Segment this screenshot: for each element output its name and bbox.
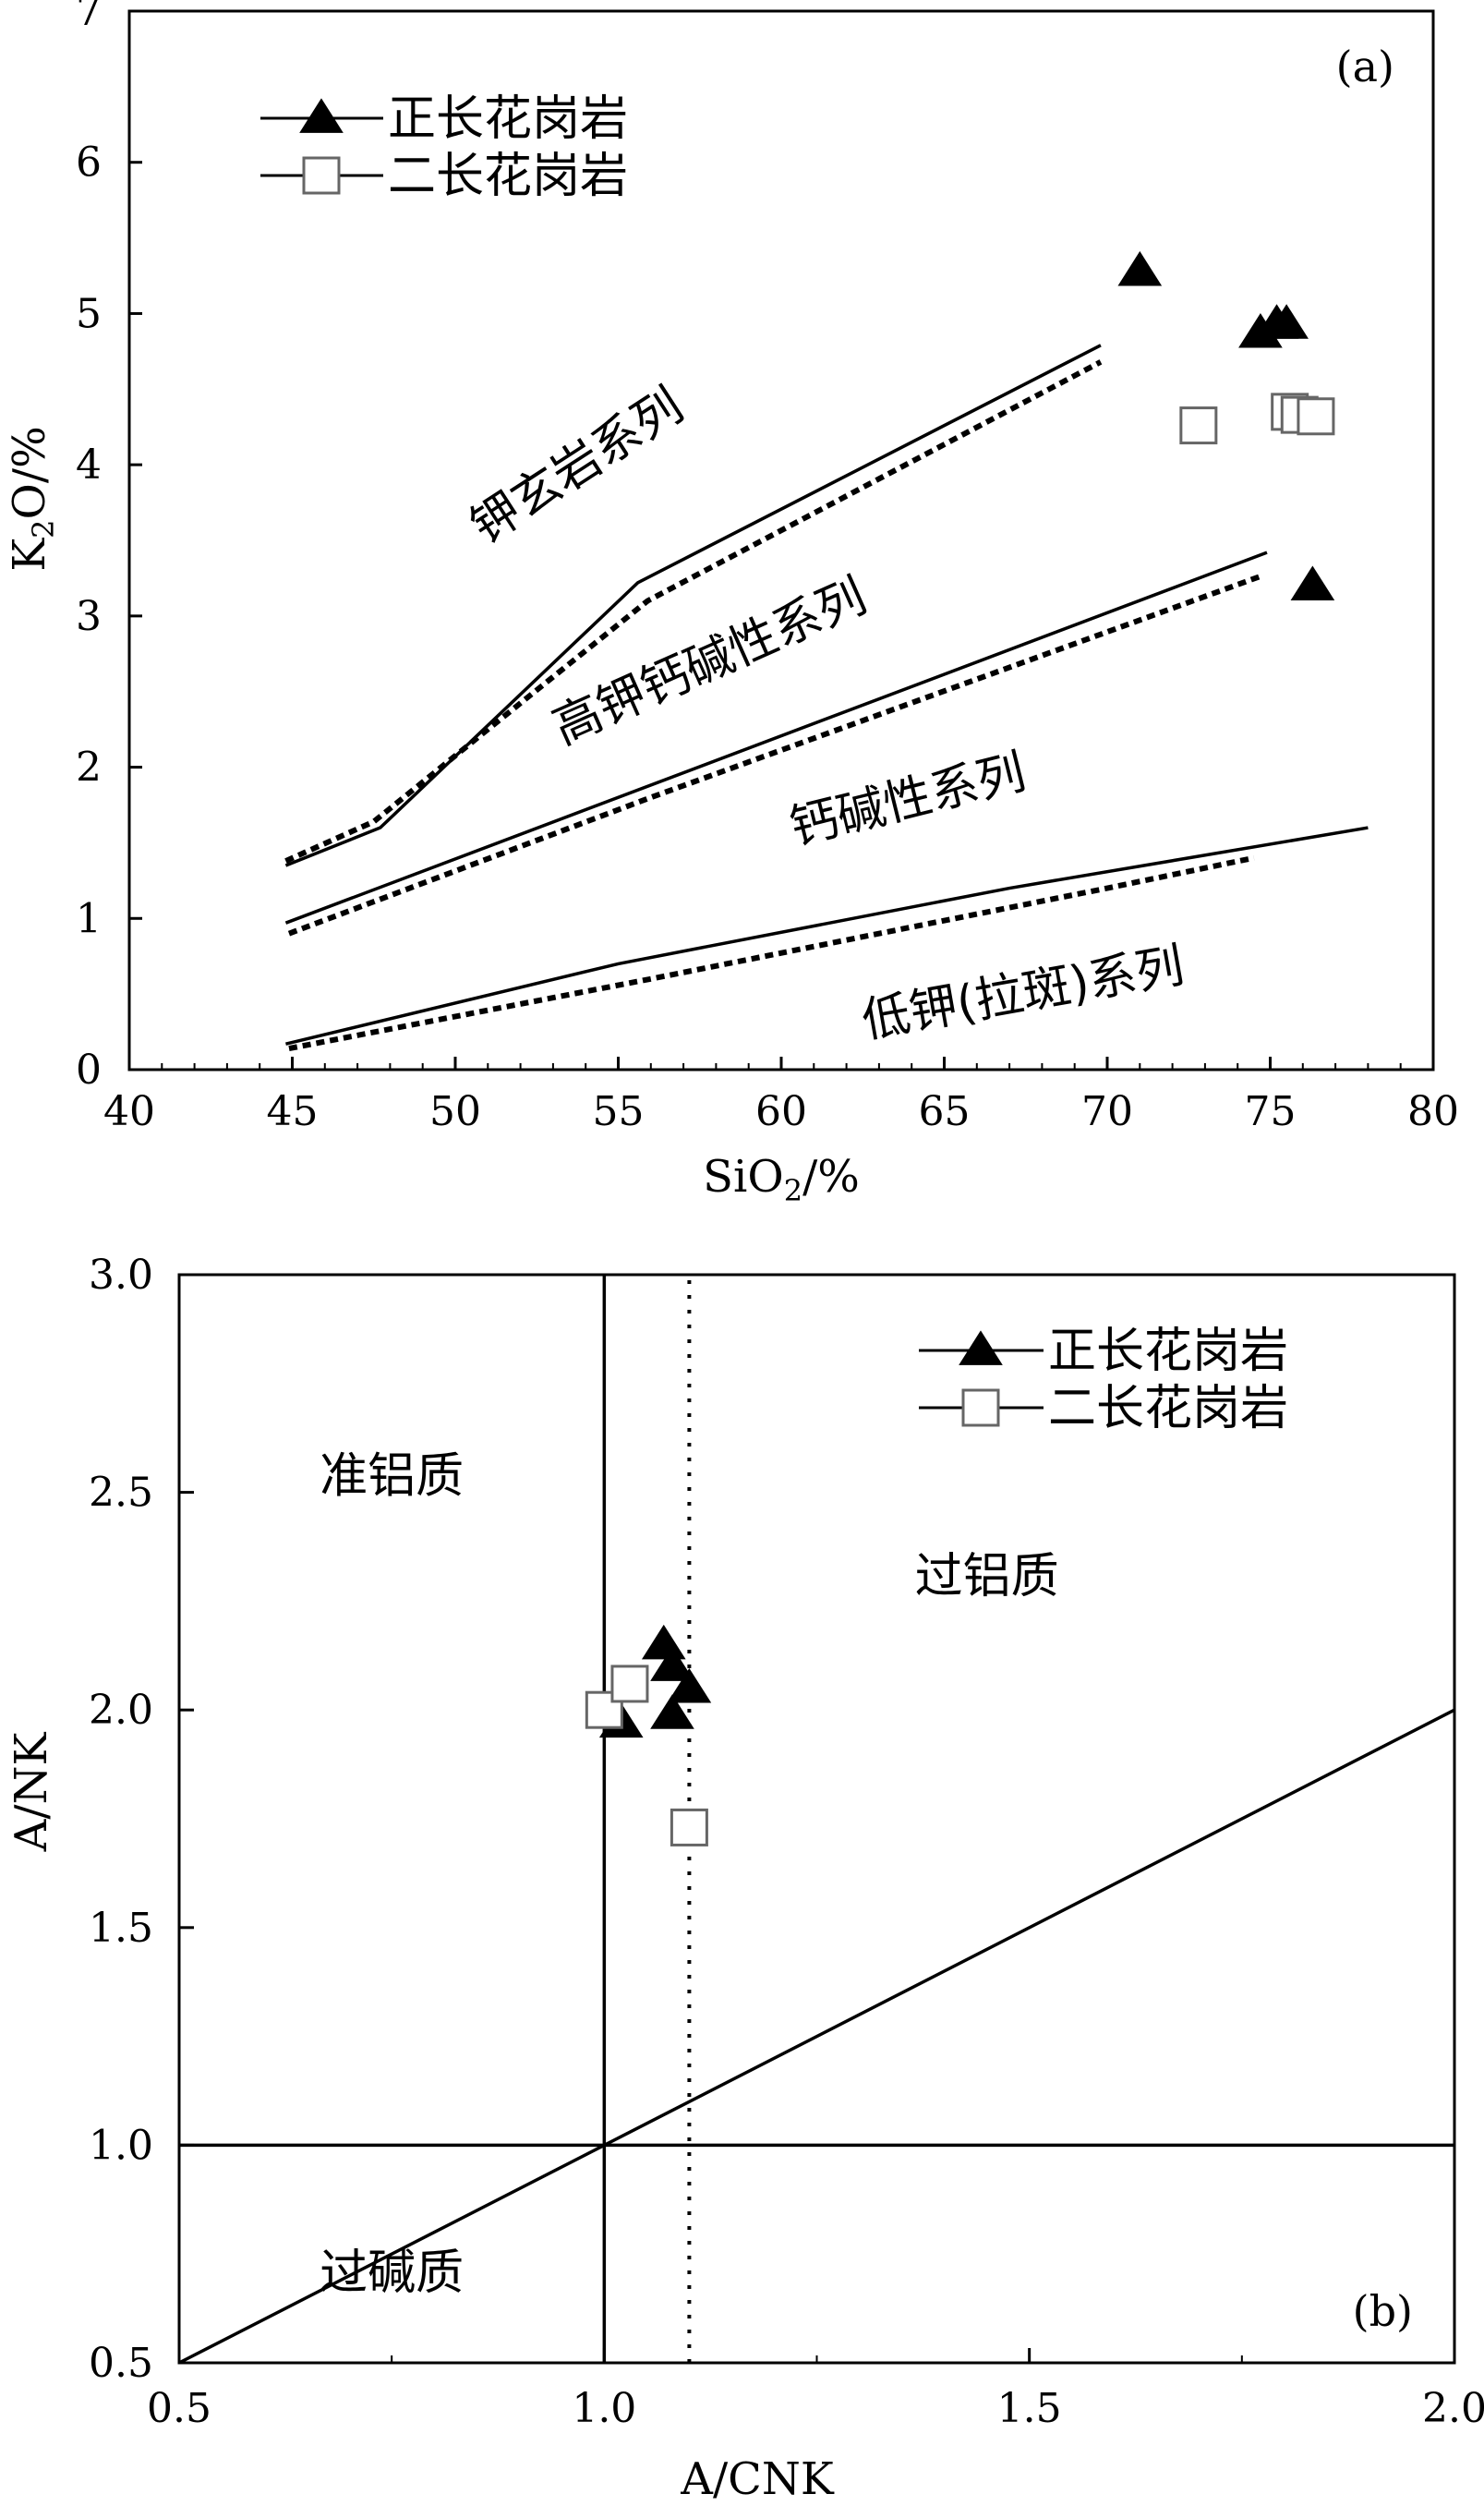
panel-a-label: (a)	[1336, 42, 1394, 91]
panel-a-series-region-label: 低钾(拉斑)系列	[858, 938, 1188, 1049]
panel-a-point-syenogranite	[1117, 250, 1163, 286]
panel-a-legend-label: 二长花岗岩	[388, 149, 628, 204]
panel-b-x-tick-label: 2.0	[1422, 2385, 1484, 2432]
panel-b-reference-lines	[178, 1275, 1455, 2365]
panel-b-y-tick-label: 3.0	[89, 1252, 153, 1299]
panel-b-point-syenogranite	[641, 1624, 686, 1660]
panel-a-y-tick-label: 0	[76, 1047, 102, 1094]
panel-a-x-tick-label: 45	[267, 1088, 319, 1135]
panel-a-y-tick-label: 6	[76, 139, 102, 187]
panel-a-x-tick-label: 40	[103, 1088, 155, 1135]
panel-a-data-points	[1117, 250, 1335, 600]
panel-a-legend-marker	[302, 156, 341, 195]
panel-b-legend-marker	[959, 1330, 1003, 1365]
panel-a-y-tick-label: 4	[76, 442, 102, 489]
panel-b-y-axis-title: A/NK	[6, 1732, 57, 1853]
panel-b-x-tick-label: 1.5	[997, 2385, 1062, 2432]
panel-b-point-monzogranite	[610, 1665, 649, 1703]
panel-a-x-tick-label: 80	[1407, 1088, 1459, 1135]
panel-b-point-syenogranite	[667, 1667, 712, 1703]
panel-a-x-tick-label: 60	[755, 1088, 807, 1135]
panel-a-boundary-line	[284, 359, 1103, 864]
panel-b-point-syenogranite	[650, 1694, 694, 1729]
panel-b-x-tick-label: 1.0	[572, 2385, 636, 2432]
panel-a-series-boundaries	[284, 344, 1369, 1052]
panel-a-y-tick-label: 5	[76, 290, 102, 337]
panel-a-y-tick-label: 3	[76, 593, 102, 640]
panel-b-y-tick-label: 2.0	[89, 1687, 153, 1734]
panel-a-series-region-label: 高钾钙碱性系列	[545, 568, 875, 756]
panel-a-point-monzogranite	[1179, 406, 1218, 445]
panel-a-x-tick-label: 65	[919, 1088, 971, 1135]
panel-a-boundary-line	[284, 344, 1102, 867]
panel-b-x-tick-label: 0.5	[147, 2385, 211, 2432]
panel-b-y-tick-label: 1.5	[89, 1905, 153, 1952]
panel-a-y-tick-label: 2	[76, 745, 102, 792]
panel-a-y-axis-title: K2O/%	[4, 426, 61, 571]
panel-a-series-region-label: 钾玄岩系列	[462, 378, 694, 555]
panel-b-plot-frame	[177, 1273, 1456, 2365]
panel-a-boundary-line	[288, 854, 1255, 1052]
panel-b-reference-line	[178, 1708, 1455, 2365]
panel-a-point-monzogranite	[1297, 397, 1335, 436]
panel-a-legend-label: 正长花岗岩	[388, 91, 628, 147]
panel-b-anK-vs-acnk: 0.5 1.0 1.5 2.0 0.5 1.0 1.5 2.0 2.5 3.0 准铝质过铝质过碱质…	[6, 1252, 1484, 2505]
panel-b-y-tick-label: 1.0	[89, 2122, 153, 2169]
panel-b-y-tick-label: 0.5	[89, 2340, 153, 2387]
panel-b-label: (b)	[1353, 2286, 1413, 2336]
panel-a-x-tick-label: 50	[429, 1088, 481, 1135]
panel-a-x-tick-label: 55	[593, 1088, 645, 1135]
panel-b-legend-label: 二长花岗岩	[1048, 1381, 1288, 1436]
panel-a-legend-marker	[299, 98, 344, 133]
panel-b-data-points	[585, 1624, 712, 1846]
panel-b-y-tick-label: 2.5	[89, 1470, 153, 1517]
panel-b-region-label: 准铝质	[320, 1449, 464, 1505]
panel-a-boundary-line	[285, 826, 1369, 1046]
panel-a-boundary-line	[287, 572, 1265, 937]
panel-a-point-syenogranite	[1290, 565, 1335, 600]
panel-b-point-monzogranite	[670, 1808, 708, 1846]
panel-a-point-syenogranite	[1264, 304, 1309, 339]
panel-b-region-label: 过碱质	[320, 2246, 464, 2301]
panel-a-x-axis-title: SiO2/%	[703, 1151, 860, 1208]
panel-a-x-tick-label: 75	[1245, 1088, 1297, 1135]
panel-b-ticks: 0.5 1.0 1.5 2.0 0.5 1.0 1.5 2.0 2.5 3.0	[89, 1252, 1484, 2432]
panel-b-region-label: 过铝质	[915, 1549, 1059, 1604]
panel-b-legend-marker	[961, 1388, 1000, 1427]
panel-a-series-region-label: 钙碱性系列	[785, 745, 1032, 856]
panel-b-x-axis-title: A/CNK	[680, 2453, 835, 2505]
panel-b-legend-label: 正长花岗岩	[1048, 1324, 1288, 1379]
panel-a-boundary-line	[284, 551, 1268, 925]
panel-a-x-tick-label: 70	[1081, 1088, 1133, 1135]
panel-a-y-tick-label: 7	[76, 0, 102, 35]
panel-a-y-tick-label: 1	[76, 895, 102, 942]
panel-b-point-syenogranite	[650, 1646, 694, 1681]
